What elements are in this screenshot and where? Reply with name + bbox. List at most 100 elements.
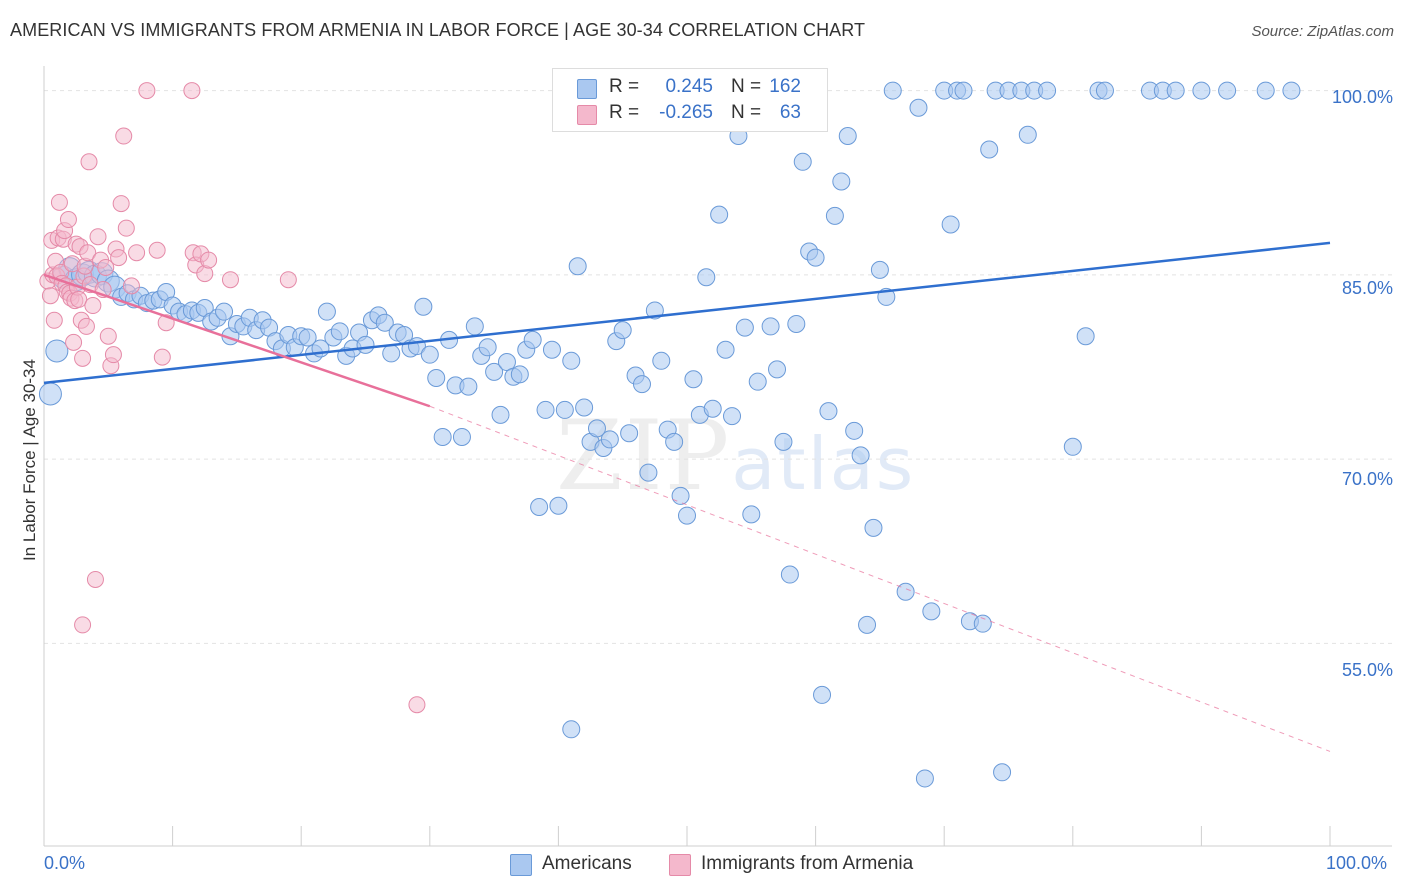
armenia-point [65,333,83,351]
armenia-point [79,244,97,262]
americans-point [536,400,555,419]
armenia-point [84,297,102,315]
americans-point [382,344,401,363]
americans-point [587,419,606,438]
series-legend: Americans Immigrants from Armenia [0,850,1406,878]
americans-point [215,302,234,321]
n-value: 162 [769,76,801,97]
americans-point [671,486,690,505]
r-value: 0.245 [665,76,713,97]
americans-point [922,602,941,621]
americans-point [851,446,870,465]
americans-point [414,297,433,316]
americans-point [632,375,651,394]
americans-point [562,351,581,370]
americans-point [838,127,857,146]
americans-point [780,565,799,584]
armenia-point [200,251,218,269]
americans-point [858,615,877,634]
watermark-atlas: atlas [731,422,916,506]
armenia-point [117,219,135,237]
americans-point [452,427,471,446]
americans-point [1192,81,1211,100]
armenia-point [99,327,117,345]
americans-point [600,430,619,449]
americans-point [1076,327,1095,346]
americans-point [1095,81,1114,100]
americans-swatch [510,854,532,876]
americans-swatch [577,79,597,99]
legend-label: Americans [542,853,632,874]
armenia-point [221,271,239,289]
americans-point [735,318,754,337]
americans-point [45,339,69,363]
armenia-point [74,616,92,634]
americans-point [478,338,497,357]
americans-point [620,424,639,443]
americans-point [356,335,375,354]
armenia-point [77,317,95,335]
americans-point [941,215,960,234]
armenia-point [59,211,77,229]
americans-point [748,372,767,391]
armenia-point [112,195,130,213]
americans-point [485,362,504,381]
armenia-point [41,287,59,305]
americans-point [639,463,658,482]
americans-point [832,172,851,191]
stats-row-armenia: R = -0.265 N = 63 [553,100,827,126]
americans-point [864,518,883,537]
americans-point [1166,81,1185,100]
x-tick-label-max: 100.0% [1326,853,1388,873]
armenia-trend-line-dashed [429,405,1331,752]
n-value: 63 [779,102,801,123]
armenia-point [122,277,140,295]
americans-point [330,322,349,341]
americans-point [465,317,484,336]
americans-trend-line [43,241,1331,385]
armenia-swatch [669,854,691,876]
source-attribution: Source: ZipAtlas.com [1251,23,1394,40]
americans-point [1038,81,1057,100]
n-label: N = [731,102,762,123]
americans-point [549,496,568,515]
americans-point [716,340,735,359]
armenia-point [138,82,156,100]
armenia-point [408,696,426,714]
americans-point [909,98,928,117]
armenia-point [104,346,122,364]
armenia-point [86,570,104,588]
americans-point [1256,81,1275,100]
americans-point [510,365,529,384]
americans-point [774,432,793,451]
americans-point [491,405,510,424]
americans-point [915,769,934,788]
americans-point [684,370,703,389]
americans-point [896,582,915,601]
americans-point [420,345,439,364]
armenia-point [45,311,63,329]
americans-point [697,268,716,287]
armenia-point [97,258,115,276]
americans-point [568,257,587,276]
americans-point [980,140,999,159]
armenia-point [74,349,92,367]
americans-point [1018,125,1037,144]
n-label: N = [731,76,762,97]
stats-legend: R = 0.245 N = 162 R = -0.265 N = 63 [552,68,828,132]
americans-point [703,399,722,418]
americans-point [665,432,684,451]
americans-point [317,302,336,321]
americans-point [298,328,317,347]
legend-label: Immigrants from Armenia [701,853,914,874]
armenia-point [80,153,98,171]
armenia-point [279,271,297,289]
americans-point [459,377,478,396]
armenia-point [70,290,88,308]
x-tick-label-min: 0.0% [44,853,86,873]
americans-point [973,614,992,633]
armenia-point [50,193,68,211]
armenia-point [115,127,133,145]
armenia-trend-line [43,273,431,408]
